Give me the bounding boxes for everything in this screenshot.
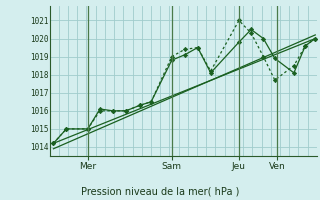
Text: Pression niveau de la mer( hPa ): Pression niveau de la mer( hPa ) (81, 186, 239, 196)
